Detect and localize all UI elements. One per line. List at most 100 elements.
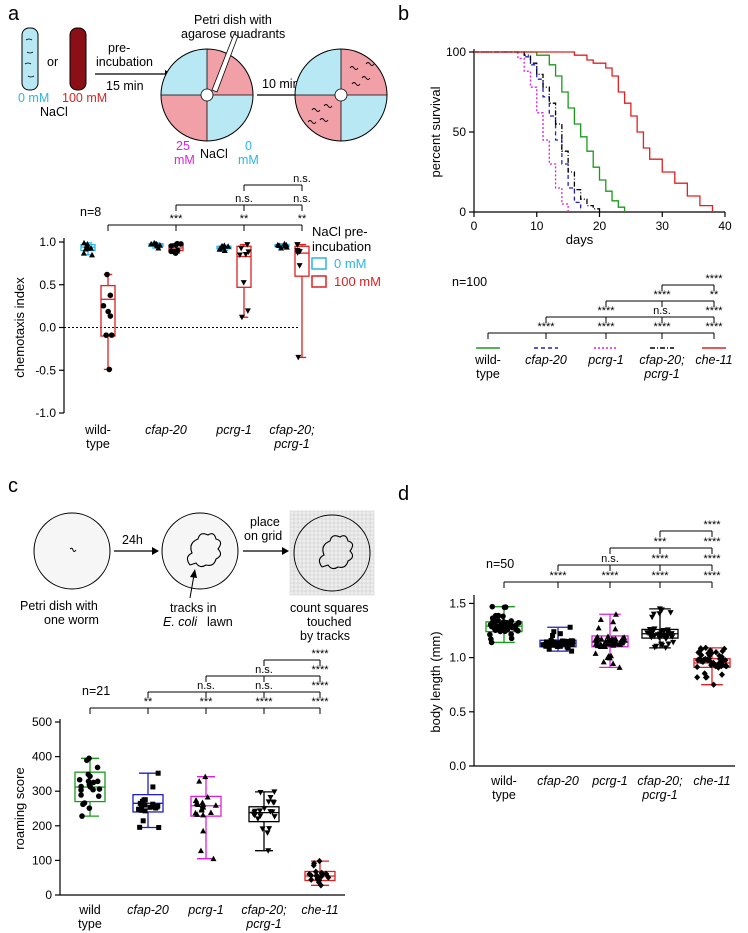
quadrant-0-label: 0 [245,139,252,153]
quadrant-dish-2 [294,48,388,142]
arrow-4-head [282,547,289,555]
data-point [202,773,209,780]
significance-bracket: n.s. n.s. [175,193,311,211]
worms-icon [24,38,35,78]
arrow-3-head [152,547,159,555]
step1-time: 24h [122,533,143,547]
panel-d-chart: 1.5 1.0 0.5 0.0 body length (mm) wild-type cfa… [428,519,735,802]
y-tick-label: 1.0 [449,651,466,665]
significance-bracket: n.s. n.s. **** [147,680,329,698]
preinc-time: 15 min [106,79,144,93]
data-point [612,625,619,632]
data-point [90,786,96,793]
y-tick-label: 500 [32,715,52,729]
data-point [242,251,249,258]
data-point [670,639,677,646]
data-point [595,624,602,631]
category-label: che-11 [695,353,732,367]
data-point [210,855,217,862]
significance-label: **** [597,321,615,333]
count-line2: touched [307,615,352,629]
data-point [140,818,146,824]
data-point [702,644,709,652]
data-point [567,640,573,646]
data-point [495,617,501,624]
panel-b-y-axis: 100 50 0 [446,45,475,219]
significance-label: **** [537,321,555,333]
box-100mm [294,243,310,359]
y-tick-label: 0.5 [449,705,466,719]
data-point [608,635,615,642]
category-label: cfap-20; [241,903,287,917]
data-point [593,634,600,641]
data-point [83,242,90,249]
panel-d-y-axis: 1.5 1.0 0.5 0.0 [449,595,475,773]
data-point [195,801,202,808]
data-point [488,636,494,642]
data-point [105,308,111,315]
tracks-icon [186,533,222,568]
category-label: wild- [474,353,501,367]
grid-background [290,511,374,595]
data-point [592,650,599,656]
data-point [550,633,556,639]
significance-label: ** [298,213,307,225]
data-point [617,640,624,646]
data-point [700,658,707,665]
category-label: cfap-20; [637,774,683,788]
significance-label: **** [311,664,329,676]
data-point [267,809,274,815]
category-label: type [476,367,500,381]
quadrant-dish-1 [160,33,254,142]
significance-label: **** [703,570,721,582]
data-point [306,870,313,878]
survival-curve [474,51,626,212]
x-tick-label: 0 [471,219,478,233]
data-point [265,848,272,854]
panel-a-n: n=8 [80,205,101,219]
data-point [570,638,576,644]
y-tick-label: 1.0 [39,235,56,249]
data-point [294,242,301,248]
data-point [569,648,575,654]
data-point [168,243,174,249]
data-point [592,641,599,647]
preinc-line1: pre- [108,41,130,55]
data-point [104,271,110,278]
data-point [316,877,323,884]
count-line1: count squares [290,601,369,615]
panel-b-chart: 100 50 00 10 20 30 40 days percent survival [428,45,732,247]
data-point [669,634,676,640]
data-point [78,792,84,798]
data-point [616,664,623,670]
data-point [198,805,205,812]
category-label: type [86,437,110,451]
data-point [665,641,672,648]
significance-label: *** [654,536,668,548]
data-point [658,607,665,613]
box-iqr [236,245,252,288]
significance-bracket: ** *** **** **** [89,696,329,714]
significance-label: **** [311,696,329,708]
data-point [658,641,665,648]
petri-dish-1 [33,512,111,590]
y-tick-label: -1.0 [35,406,56,420]
data-point [257,813,264,819]
data-point [106,366,113,373]
data-point [207,809,214,816]
data-point [274,241,281,248]
pipette-icon [211,33,239,93]
data-point [271,814,278,820]
data-point [703,673,710,681]
data-point [267,794,274,801]
data-point [252,808,259,815]
data-point [561,640,567,646]
panel-d: d 1.5 1.0 0.5 0.0 body length (mm) wild-type c… [398,483,735,802]
category-label: pcrg-1 [641,788,677,802]
data-point [316,857,323,865]
panel-c-schematic: Petri dish with one worm 24h tracks in E… [20,510,375,643]
significance-bracket: n.s. [243,173,311,191]
